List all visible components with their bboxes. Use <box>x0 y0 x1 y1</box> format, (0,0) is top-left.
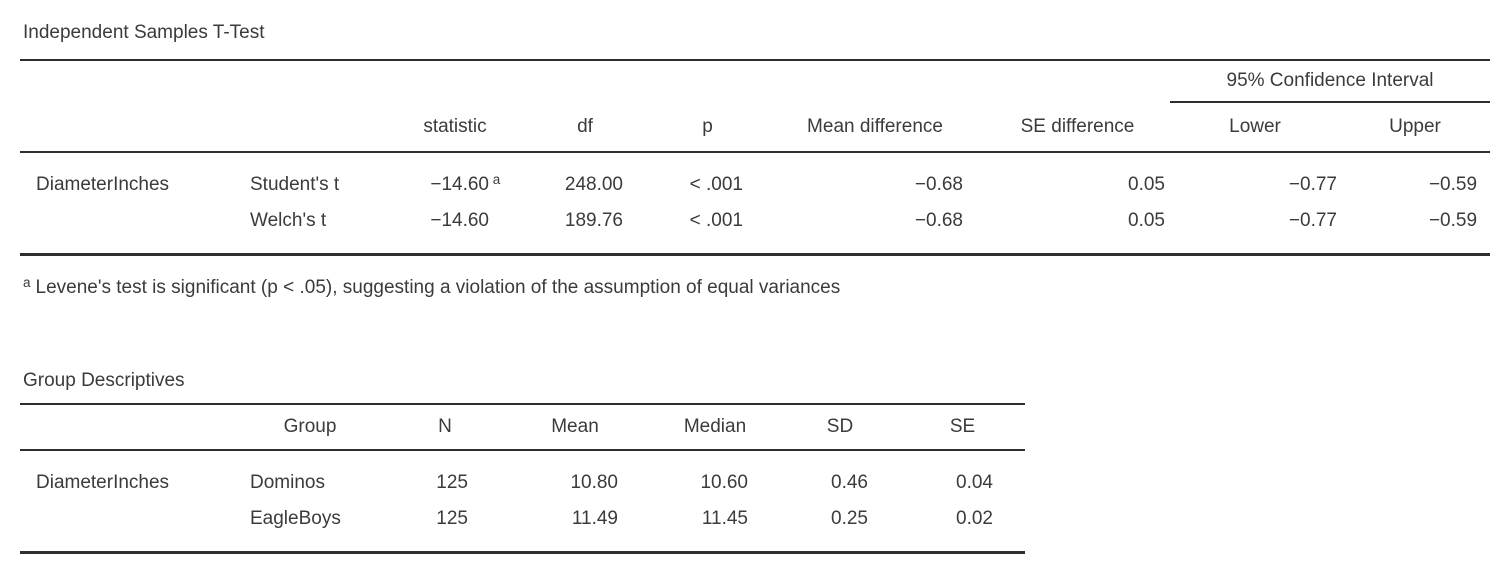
col-header-se: SE <box>900 404 1025 451</box>
sd-value: 0.25 <box>831 508 868 529</box>
statistic-value: −14.60 <box>430 210 489 231</box>
col-header-statistic: statistic <box>390 102 520 153</box>
mean-value: 10.80 <box>570 472 618 493</box>
col-header-se-difference: SE difference <box>985 102 1170 153</box>
ci-lower-value: −0.77 <box>1288 174 1337 195</box>
variable-label <box>20 501 230 553</box>
median-value: 10.60 <box>700 472 748 493</box>
ci-upper-value: −0.59 <box>1428 174 1478 195</box>
col-header-median: Median <box>650 404 780 451</box>
se-value: 0.02 <box>956 508 993 529</box>
n-value: 125 <box>436 508 468 529</box>
ttest-ci-span-row: 95% Confidence Interval <box>20 60 1491 103</box>
p-value: < .001 <box>689 210 743 231</box>
test-name: Welch's t <box>250 210 327 231</box>
variable-label <box>20 203 230 255</box>
col-header-p: p <box>650 102 765 153</box>
ttest-footnote: a Levene's test is significant (p < .05),… <box>23 275 1490 302</box>
ci-span-header: 95% Confidence Interval <box>1170 60 1491 103</box>
footnote-text: Levene's test is significant (p < .05), … <box>35 277 841 298</box>
mean-difference-value: −0.68 <box>914 210 963 231</box>
ttest-table[interactable]: 95% Confidence Interval statistic df p M… <box>20 59 1491 256</box>
median-value: 11.45 <box>701 508 748 529</box>
n-value: 125 <box>436 472 468 493</box>
descriptives-row-eagleboys: EagleBoys 125 11.49 11.45 0.25 0.02 <box>20 501 1025 553</box>
descriptives-variable-col-header <box>20 404 230 451</box>
se-value: 0.04 <box>956 472 993 493</box>
col-header-df: df <box>520 102 650 153</box>
col-header-lower: Lower <box>1170 102 1340 153</box>
ttest-header-spacer <box>20 60 1170 102</box>
descriptives-table-title: Group Descriptives <box>23 370 185 391</box>
mean-difference-value: −0.68 <box>914 174 963 195</box>
col-header-sd: SD <box>780 404 900 451</box>
col-header-n: N <box>390 404 500 451</box>
ttest-row-welchs-t: Welch's t −14.60 189.76 < .001 −0.68 0.0… <box>20 203 1490 255</box>
footnote-superscript: a <box>492 172 501 187</box>
col-header-mean-difference: Mean difference <box>765 102 985 153</box>
group-descriptives-section: Group Descriptives Group N Mean Median S… <box>20 368 1025 554</box>
group-name: Dominos <box>250 472 325 493</box>
statistic-value: −14.60 a <box>390 152 520 203</box>
ci-lower-value: −0.77 <box>1288 210 1337 231</box>
col-header-upper: Upper <box>1340 102 1491 153</box>
ttest-test-col-header <box>230 102 390 153</box>
variable-label: DiameterInches <box>36 472 170 493</box>
descriptives-column-header-row: Group N Mean Median SD SE <box>20 404 1025 451</box>
descriptives-row-dominos: DiameterInches Dominos 125 10.80 10.60 0… <box>20 450 1025 501</box>
variable-label: DiameterInches <box>36 174 170 195</box>
p-value: < .001 <box>689 174 743 195</box>
ttest-table-title: Independent Samples T-Test <box>23 22 265 43</box>
group-name: EagleBoys <box>250 508 341 529</box>
df-value: 248.00 <box>564 174 623 195</box>
sd-value: 0.46 <box>831 472 868 493</box>
se-difference-value: 0.05 <box>1128 210 1165 231</box>
footnote-marker: a <box>23 275 31 290</box>
se-difference-value: 0.05 <box>1128 174 1165 195</box>
ttest-results-section: Independent Samples T-Test 95% Confidenc… <box>20 19 1491 302</box>
col-header-mean: Mean <box>500 404 650 451</box>
group-descriptives-table[interactable]: Group N Mean Median SD SE DiameterInches… <box>20 403 1025 554</box>
ttest-column-header-row: statistic df p Mean difference SE differ… <box>20 102 1491 153</box>
col-header-group: Group <box>230 404 390 451</box>
df-value: 189.76 <box>564 210 623 231</box>
ttest-variable-col-header <box>20 102 230 153</box>
ci-upper-value: −0.59 <box>1428 210 1478 231</box>
ttest-row-students-t: DiameterInches Student's t −14.60 a 248.0… <box>20 152 1490 203</box>
mean-value: 11.49 <box>571 508 618 529</box>
test-name: Student's t <box>250 174 340 195</box>
